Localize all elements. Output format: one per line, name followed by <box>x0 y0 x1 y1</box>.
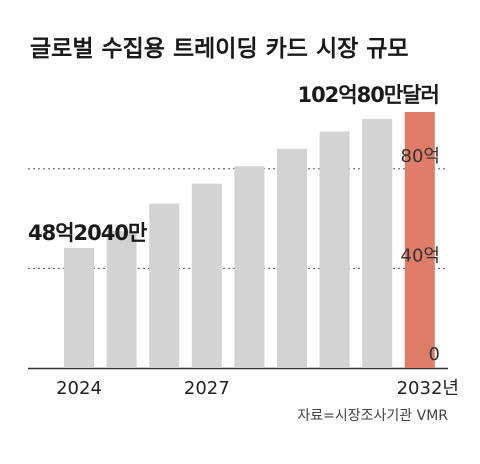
chart-title: 글로벌 수집용 트레이딩 카드 시장 규모 <box>30 36 409 62</box>
x-tick-label: 2024 <box>56 378 102 399</box>
bar-2032년 <box>404 112 435 368</box>
y-axis-ticks: 0 40억 80억 <box>401 146 440 365</box>
bar-2031 <box>362 118 393 368</box>
x-axis-ticks: 2024 2027 2032년 <box>56 378 459 399</box>
x-tick-label: 2027 <box>184 378 230 399</box>
x-tick-label: 2032년 <box>397 378 459 399</box>
y-tick-label: 0 <box>429 344 440 365</box>
bar-2026 <box>149 203 180 368</box>
y-tick-label: 40억 <box>401 245 440 266</box>
source-note: 자료=시장조사기관 VMR <box>297 408 448 424</box>
data-label: 102억80만달러 <box>297 83 438 107</box>
data-labels: 48억2040만 102억80만달러 <box>28 83 440 245</box>
bar-2027 <box>191 183 222 368</box>
y-tick-label: 80억 <box>401 146 440 167</box>
bar-2030 <box>319 131 350 368</box>
bar-2024 <box>64 247 94 368</box>
bar-2025 <box>106 231 137 368</box>
bar-2029 <box>277 148 307 368</box>
bar-2028 <box>234 166 265 368</box>
data-label: 48억2040만 <box>28 221 147 245</box>
bars <box>64 112 435 368</box>
